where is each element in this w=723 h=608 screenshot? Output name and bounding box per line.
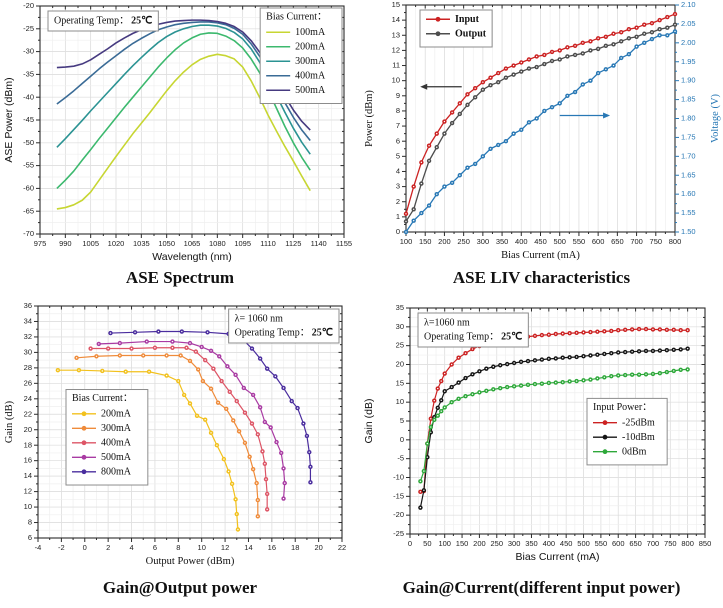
chart-title-gain-output: Gain@Output power <box>102 578 258 597</box>
panel-gain-current: Gain@Current(different input power) <box>360 300 723 608</box>
chart-title-gain-current: Gain@Current(different input power) <box>402 578 681 597</box>
panel-ase-liv: ASE LIV characteristics <box>360 0 723 300</box>
gain-output-chart <box>0 300 360 576</box>
chart-title-ase-spectrum: ASE Spectrum <box>125 268 235 287</box>
ase-spectrum-chart <box>0 0 360 268</box>
ase-liv-chart <box>360 0 723 268</box>
chart-title-ase-liv: ASE LIV characteristics <box>452 268 631 287</box>
gain-current-chart <box>360 300 723 576</box>
panel-ase-spectrum: ASE Spectrum <box>0 0 360 300</box>
panel-gain-output: Gain@Output power <box>0 300 360 608</box>
